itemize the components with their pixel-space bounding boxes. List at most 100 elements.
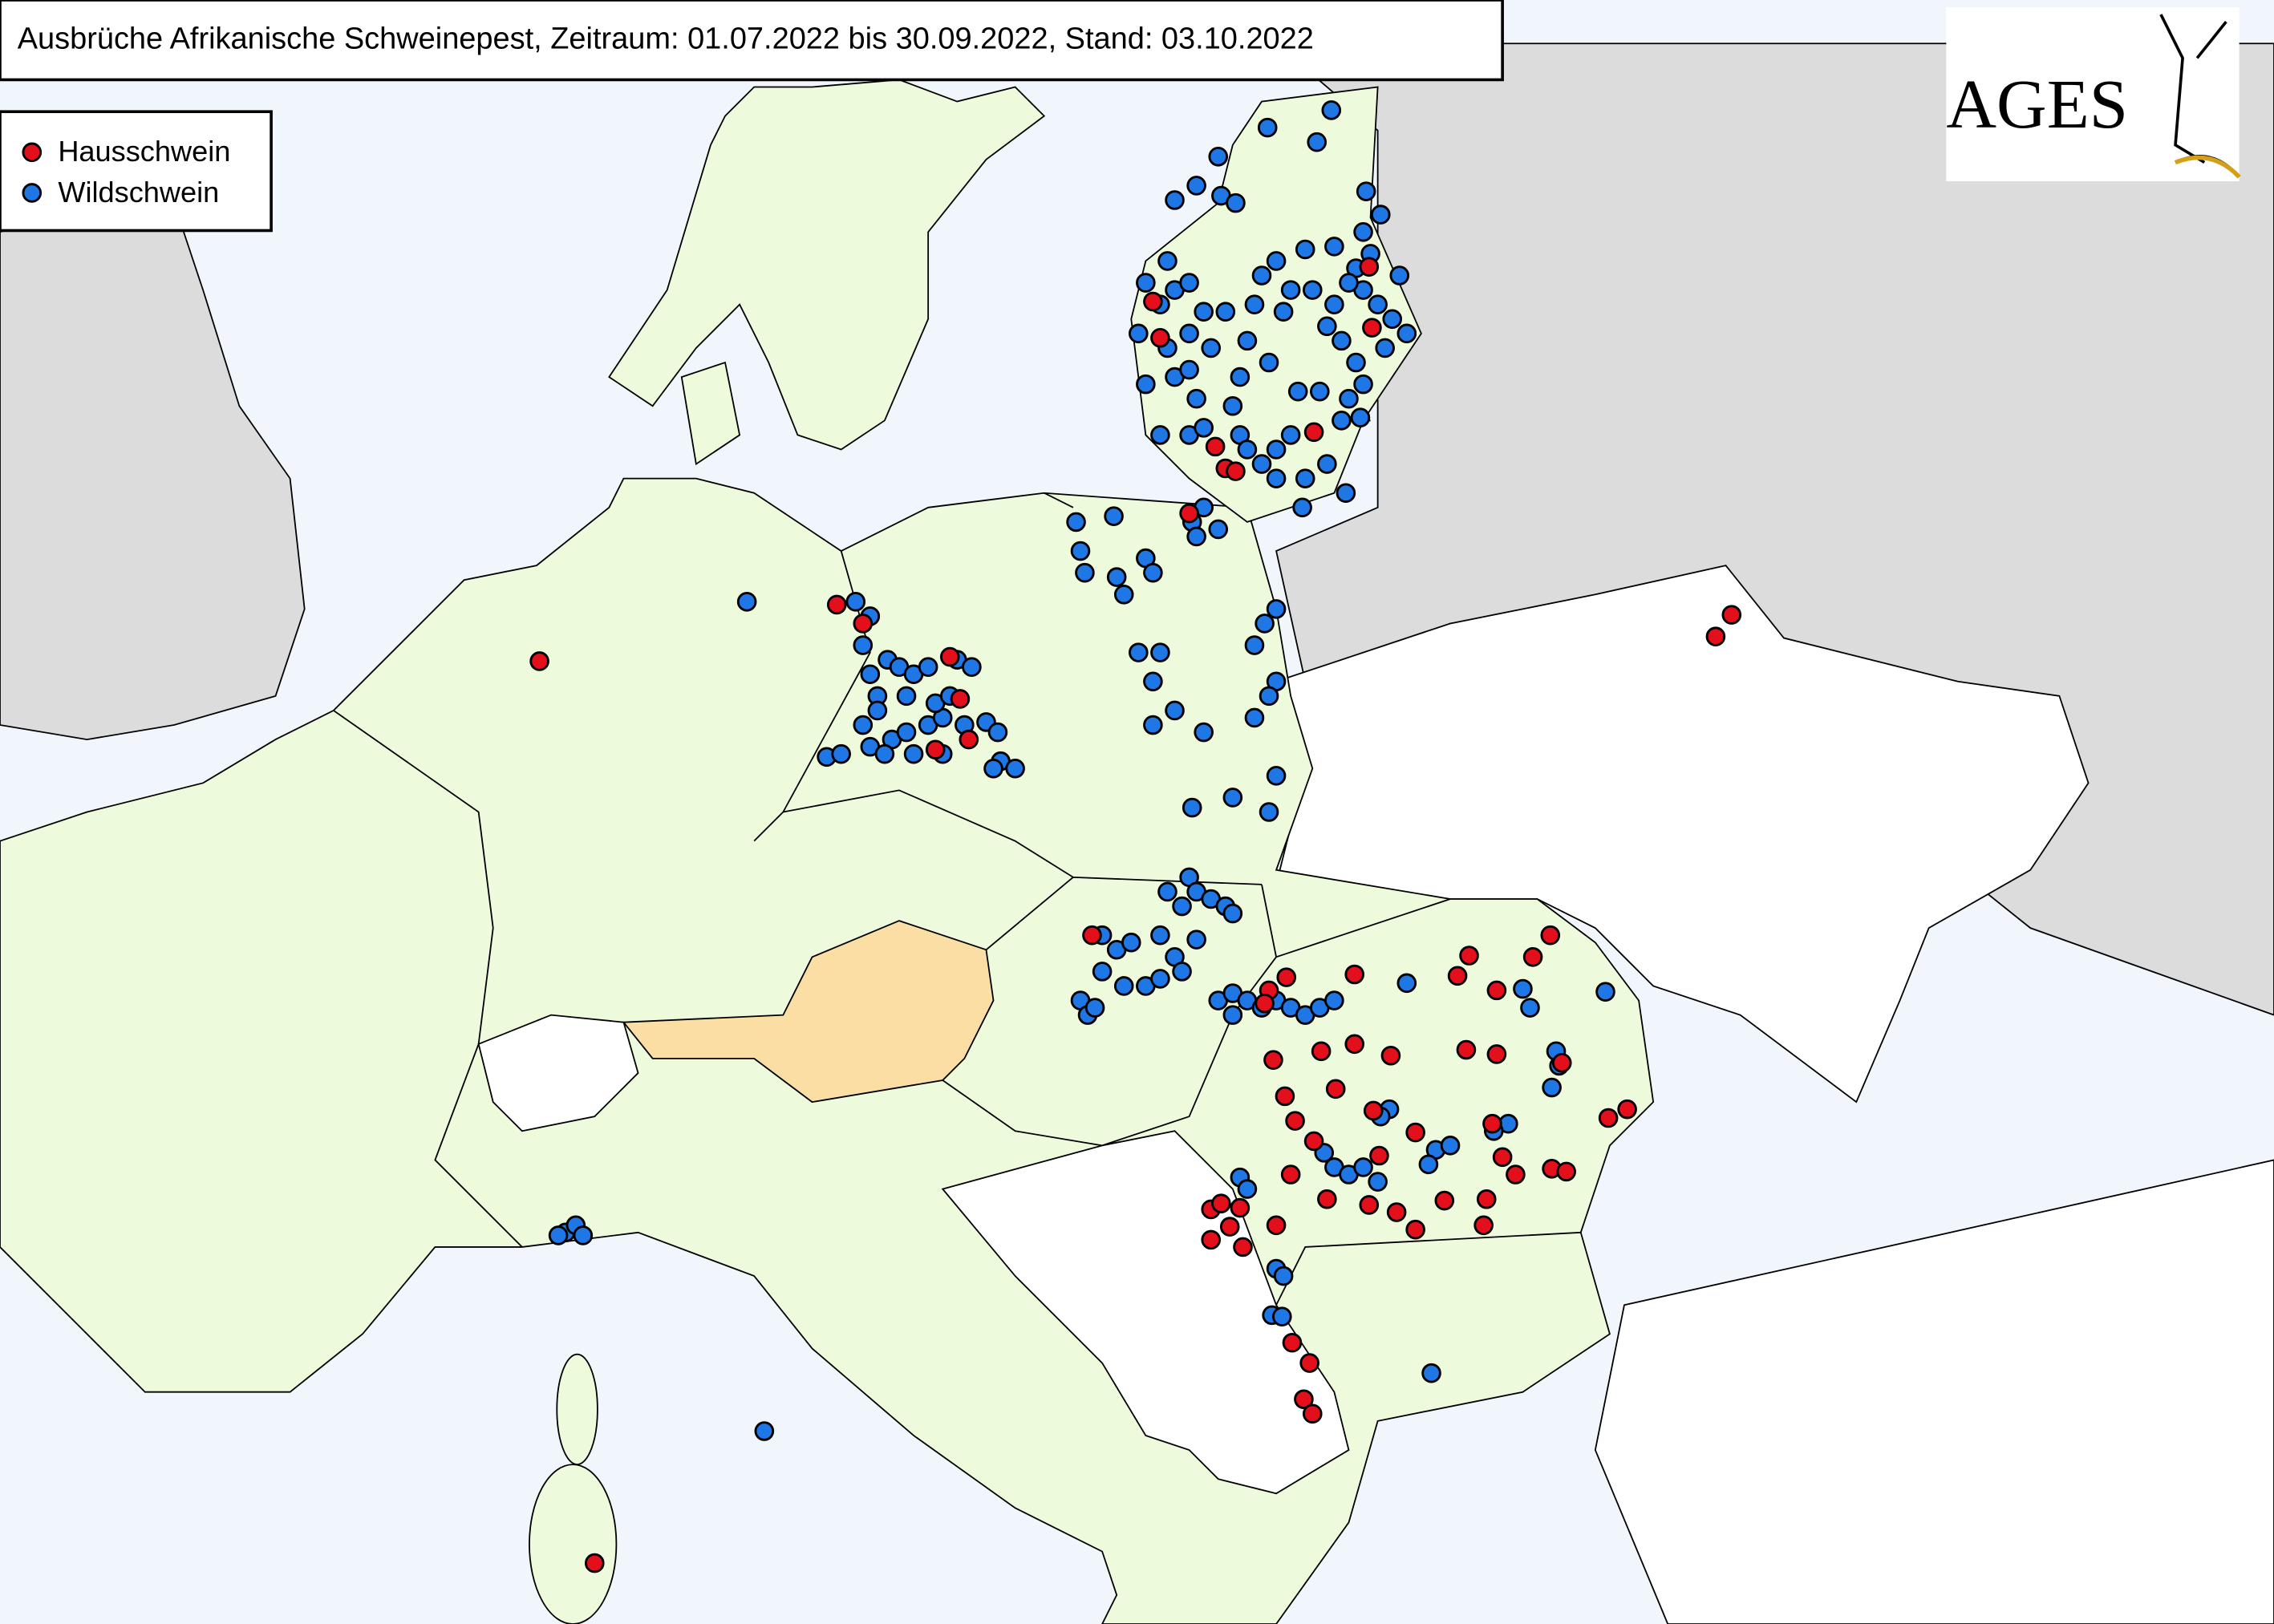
- wild-boar-outbreak: [1389, 265, 1410, 286]
- wild-boar-outbreak: [573, 1225, 594, 1245]
- sardinia: [529, 1464, 618, 1624]
- wild-boar-outbreak: [1104, 506, 1124, 526]
- wild-boar-outbreak: [1230, 367, 1250, 387]
- wild-boar-outbreak: [1368, 1172, 1388, 1192]
- wild-boar-outbreak: [1143, 715, 1163, 735]
- wild-boar-outbreak: [1113, 976, 1134, 996]
- logo: AGES: [1946, 66, 2128, 143]
- wild-boar-outbreak: [1237, 330, 1258, 351]
- wild-boar-outbreak: [896, 722, 917, 743]
- wild-boar-outbreak: [754, 1421, 775, 1441]
- domestic-pig-outbreak: [1473, 1215, 1494, 1236]
- domestic-pig-outbreak: [1211, 1193, 1231, 1213]
- domestic-pig-outbreak: [1266, 1215, 1287, 1236]
- domestic-pig-outbreak: [1380, 1045, 1401, 1066]
- wild-boar-outbreak: [1280, 280, 1301, 300]
- domestic-pig-outbreak: [1456, 1039, 1477, 1060]
- wild-boar-outbreak: [1070, 541, 1091, 561]
- domestic-pig-outbreak: [1255, 993, 1275, 1014]
- wild-boar-outbreak: [1259, 686, 1279, 707]
- wild-boar-outbreak: [1244, 707, 1265, 728]
- wild-boar-outbreak: [1368, 294, 1388, 314]
- legend-swatch: [22, 183, 43, 203]
- domestic-pig-outbreak: [1230, 1197, 1250, 1218]
- wild-boar-outbreak: [1201, 338, 1222, 358]
- wild-boar-outbreak: [1324, 294, 1344, 314]
- wild-boar-outbreak: [1382, 309, 1403, 330]
- wild-boar-outbreak: [1165, 700, 1185, 721]
- wild-boar-outbreak: [1084, 998, 1105, 1018]
- domestic-pig-outbreak: [1359, 1195, 1380, 1215]
- wild-boar-outbreak: [1237, 1179, 1258, 1199]
- wild-boar-outbreak: [1194, 722, 1214, 743]
- wild-boar-outbreak: [1165, 190, 1185, 210]
- domestic-pig-outbreak: [959, 729, 979, 750]
- domestic-pig-outbreak: [1556, 1161, 1576, 1182]
- wild-boar-outbreak: [1208, 519, 1229, 540]
- domestic-pig-outbreak: [1363, 1100, 1384, 1121]
- wild-boar-outbreak: [1339, 273, 1359, 293]
- wild-boar-outbreak: [1440, 1136, 1461, 1156]
- legend-label: Wildschwein: [58, 176, 219, 209]
- title: Ausbrüche Afrikanische Schweinepest, Zei…: [18, 22, 1314, 56]
- wild-boar-outbreak: [1222, 903, 1243, 924]
- domestic-pig-outbreak: [1447, 966, 1468, 986]
- wild-boar-outbreak: [1208, 146, 1229, 167]
- wild-boar-outbreak: [983, 758, 1003, 779]
- domestic-pig-outbreak: [529, 651, 549, 671]
- wild-boar-outbreak: [903, 743, 924, 764]
- wild-boar-outbreak: [1273, 302, 1294, 322]
- wild-boar-outbreak: [1215, 302, 1236, 322]
- domestic-pig-outbreak: [1299, 1353, 1319, 1373]
- domestic-pig-outbreak: [1369, 1145, 1389, 1166]
- wild-boar-outbreak: [1075, 562, 1095, 583]
- outbreaks: [529, 100, 1742, 1573]
- wild-boar-outbreak: [1272, 1306, 1292, 1326]
- legend-label: Hausschwein: [58, 135, 230, 168]
- domestic-pig-outbreak: [1476, 1189, 1497, 1209]
- wild-boar-outbreak: [1121, 932, 1141, 953]
- wild-boar-outbreak: [1370, 205, 1391, 225]
- wild-boar-outbreak: [1113, 584, 1134, 605]
- wild-boar-outbreak: [1520, 998, 1540, 1018]
- wild-boar-outbreak: [1287, 381, 1308, 402]
- switzerland: [477, 1014, 639, 1132]
- domestic-pig-outbreak: [1276, 967, 1297, 987]
- wild-boar-outbreak: [1186, 929, 1206, 950]
- wild-boar-outbreak: [1106, 567, 1127, 587]
- domestic-pig-outbreak: [1598, 1108, 1619, 1128]
- domestic-pig-outbreak: [853, 614, 874, 634]
- wild-boar-outbreak: [1266, 439, 1287, 460]
- wild-boar-outbreak: [1244, 635, 1265, 655]
- domestic-pig-outbreak: [1150, 327, 1170, 348]
- domestic-pig-outbreak: [1219, 1217, 1240, 1237]
- wild-boar-outbreak: [1353, 221, 1373, 242]
- wild-boar-outbreak: [1317, 454, 1337, 474]
- domestic-pig-outbreak: [1486, 1044, 1507, 1064]
- domestic-pig-outbreak: [925, 739, 946, 760]
- domestic-pig-outbreak: [1205, 436, 1226, 457]
- logo-swoosh: [2175, 155, 2241, 179]
- domestic-pig-outbreak: [1303, 1131, 1324, 1152]
- wild-boar-outbreak: [874, 743, 895, 764]
- domestic-pig-outbreak: [1482, 1113, 1502, 1134]
- wild-boar-outbreak: [1066, 512, 1086, 533]
- domestic-pig-outbreak: [1344, 1034, 1364, 1055]
- wild-boar-outbreak: [1332, 330, 1352, 351]
- baltic-states: [1130, 86, 1422, 523]
- wild-boar-outbreak: [548, 1225, 569, 1245]
- wild-boar-outbreak: [1150, 969, 1170, 989]
- wild-boar-outbreak: [1259, 352, 1279, 373]
- wild-boar-outbreak: [1136, 374, 1156, 395]
- wild-boar-outbreak: [1336, 483, 1356, 504]
- domestic-pig-outbreak: [1721, 605, 1742, 625]
- wild-boar-outbreak: [1595, 982, 1615, 1002]
- domestic-pig-outbreak: [1540, 925, 1561, 946]
- domestic-pig-outbreak: [1362, 318, 1382, 338]
- corsica: [556, 1353, 598, 1466]
- wild-boar-outbreak: [1222, 1005, 1243, 1025]
- legend-swatch: [22, 142, 43, 163]
- wild-boar-outbreak: [1150, 642, 1170, 662]
- wild-boar-outbreak: [1172, 896, 1192, 917]
